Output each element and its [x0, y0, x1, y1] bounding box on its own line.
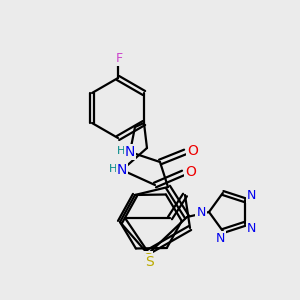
Text: N: N: [117, 163, 127, 177]
Text: N: N: [196, 206, 206, 218]
Text: H: H: [109, 164, 117, 174]
Text: N: N: [125, 145, 135, 159]
Text: N: N: [216, 232, 225, 245]
Text: O: O: [186, 165, 196, 179]
Text: S: S: [146, 255, 154, 269]
Text: S: S: [144, 252, 152, 266]
Text: H: H: [117, 146, 125, 156]
Text: N: N: [247, 189, 256, 202]
Text: N: N: [247, 222, 256, 235]
Text: O: O: [188, 144, 198, 158]
Text: F: F: [116, 52, 123, 64]
